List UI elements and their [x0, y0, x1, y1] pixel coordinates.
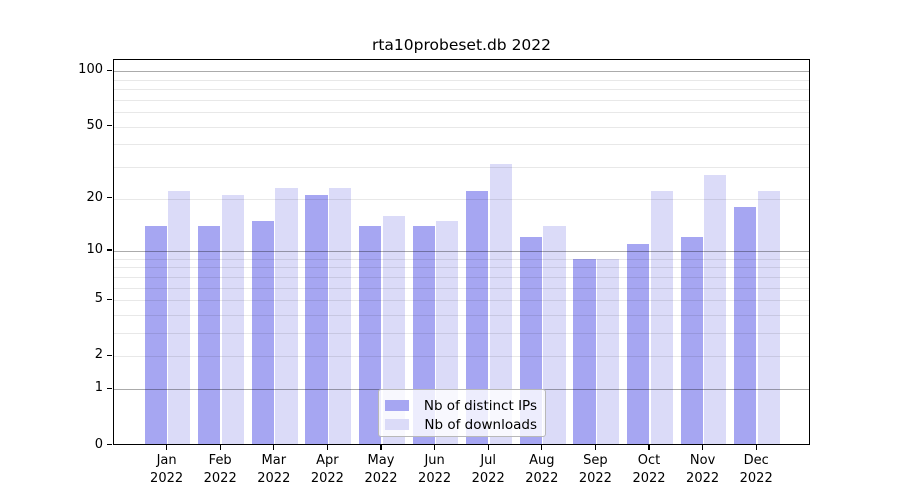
y-tick-mark-50	[107, 125, 112, 127]
major-gridline-100	[114, 71, 809, 73]
x-tick-label-jul: Jul 2022	[471, 452, 505, 486]
minor-gridline-80	[114, 89, 809, 91]
x-tick-label-aug: Aug 2022	[525, 452, 559, 486]
minor-gridline-70	[114, 99, 809, 101]
legend-swatch-distinct-ips	[385, 400, 409, 411]
bar-downloads-aug	[543, 225, 566, 445]
y-tick-label-100: 100	[78, 62, 103, 78]
bar-distinct-ips-feb	[198, 225, 221, 445]
legend-row-distinct-ips: Nb of distinct IPs	[385, 396, 537, 415]
y-tick-mark-100	[107, 69, 112, 71]
x-tick-label-mar: Mar 2022	[257, 452, 291, 486]
x-tick-label-nov: Nov 2022	[686, 452, 720, 486]
x-tick-label-apr: Apr 2022	[310, 452, 344, 486]
y-tick-mark-1	[107, 387, 112, 389]
bar-distinct-ips-may	[359, 225, 382, 445]
x-tick-label-sep: Sep 2022	[578, 452, 612, 486]
minor-gridline-90	[114, 79, 809, 81]
x-tick-mark-feb	[219, 444, 221, 450]
y-tick-label-5: 5	[94, 291, 103, 307]
bar-distinct-ips-oct	[627, 243, 650, 445]
bar-downloads-jan	[168, 191, 191, 445]
y-tick-label-50: 50	[86, 117, 103, 133]
bar-downloads-mar	[275, 187, 298, 445]
legend-row-downloads: Nb of downloads	[385, 415, 537, 434]
legend-label-distinct-ips: Nb of distinct IPs	[423, 397, 537, 414]
x-tick-mark-jun	[434, 444, 436, 450]
x-tick-mark-nov	[702, 444, 704, 450]
bar-downloads-oct	[650, 191, 673, 445]
plot-area	[113, 59, 810, 445]
x-tick-mark-apr	[326, 444, 328, 450]
minor-gridline-9	[114, 258, 809, 260]
x-tick-label-dec: Dec 2022	[739, 452, 773, 486]
x-tick-mark-jul	[487, 444, 489, 450]
bar-distinct-ips-mar	[251, 220, 275, 445]
legend-label-downloads: Nb of downloads	[424, 416, 537, 433]
minor-gridline-60	[114, 112, 809, 114]
major-gridline-10	[114, 251, 809, 253]
bar-distinct-ips-dec	[734, 206, 757, 445]
x-tick-label-feb: Feb 2022	[203, 452, 237, 486]
bar-distinct-ips-nov	[680, 237, 703, 445]
x-tick-label-jan: Jan 2022	[150, 452, 184, 486]
legend: Nb of distinct IPs Nb of downloads	[378, 389, 546, 437]
bar-distinct-ips-sep	[573, 258, 596, 445]
bar-downloads-jul	[489, 164, 513, 445]
minor-gridline-6	[114, 287, 809, 289]
x-tick-label-jun: Jun 2022	[418, 452, 452, 486]
minor-gridline-30	[114, 167, 809, 168]
bar-distinct-ips-jul	[466, 191, 489, 445]
y-tick-mark-20	[107, 196, 112, 199]
y-tick-label-1: 1	[94, 380, 103, 396]
y-tick-mark-5	[107, 298, 112, 300]
y-tick-mark-0	[107, 443, 112, 446]
x-tick-mark-sep	[594, 444, 596, 450]
bar-distinct-ips-apr	[305, 194, 328, 445]
x-tick-mark-jan	[166, 444, 168, 450]
x-tick-mark-oct	[648, 444, 650, 450]
minor-gridline-8	[114, 267, 809, 269]
minor-gridline-5	[114, 300, 809, 302]
bar-downloads-sep	[597, 258, 620, 445]
bar-downloads-jun	[436, 220, 459, 445]
bar-distinct-ips-jan	[144, 225, 167, 445]
minor-gridline-20	[114, 198, 809, 200]
x-tick-label-oct: Oct 2022	[632, 452, 666, 486]
minor-gridline-4	[114, 314, 809, 316]
minor-gridline-2	[114, 356, 809, 358]
legend-swatch-downloads	[385, 419, 409, 430]
y-tick-mark-2	[107, 354, 112, 356]
x-tick-mark-mar	[273, 444, 275, 450]
x-tick-mark-may	[380, 444, 382, 450]
bar-downloads-may	[382, 215, 405, 445]
x-tick-label-may: May 2022	[364, 452, 398, 486]
bar-downloads-nov	[704, 175, 727, 445]
chart-title: rta10probeset.db 2022	[371, 36, 552, 54]
minor-gridline-50	[114, 126, 809, 128]
y-tick-label-0: 0	[94, 436, 103, 452]
y-tick-label-2: 2	[94, 347, 103, 363]
bar-downloads-apr	[329, 187, 352, 445]
x-tick-mark-dec	[755, 444, 757, 450]
y-tick-mark-10	[107, 249, 112, 251]
x-tick-mark-aug	[541, 444, 543, 450]
minor-gridline-7	[114, 276, 809, 278]
minor-gridline-3	[114, 333, 809, 335]
minor-gridline-40	[114, 144, 809, 146]
bar-downloads-feb	[221, 194, 245, 445]
y-tick-label-10: 10	[86, 242, 103, 258]
bar-downloads-dec	[757, 191, 781, 445]
y-tick-label-20: 20	[86, 189, 103, 205]
